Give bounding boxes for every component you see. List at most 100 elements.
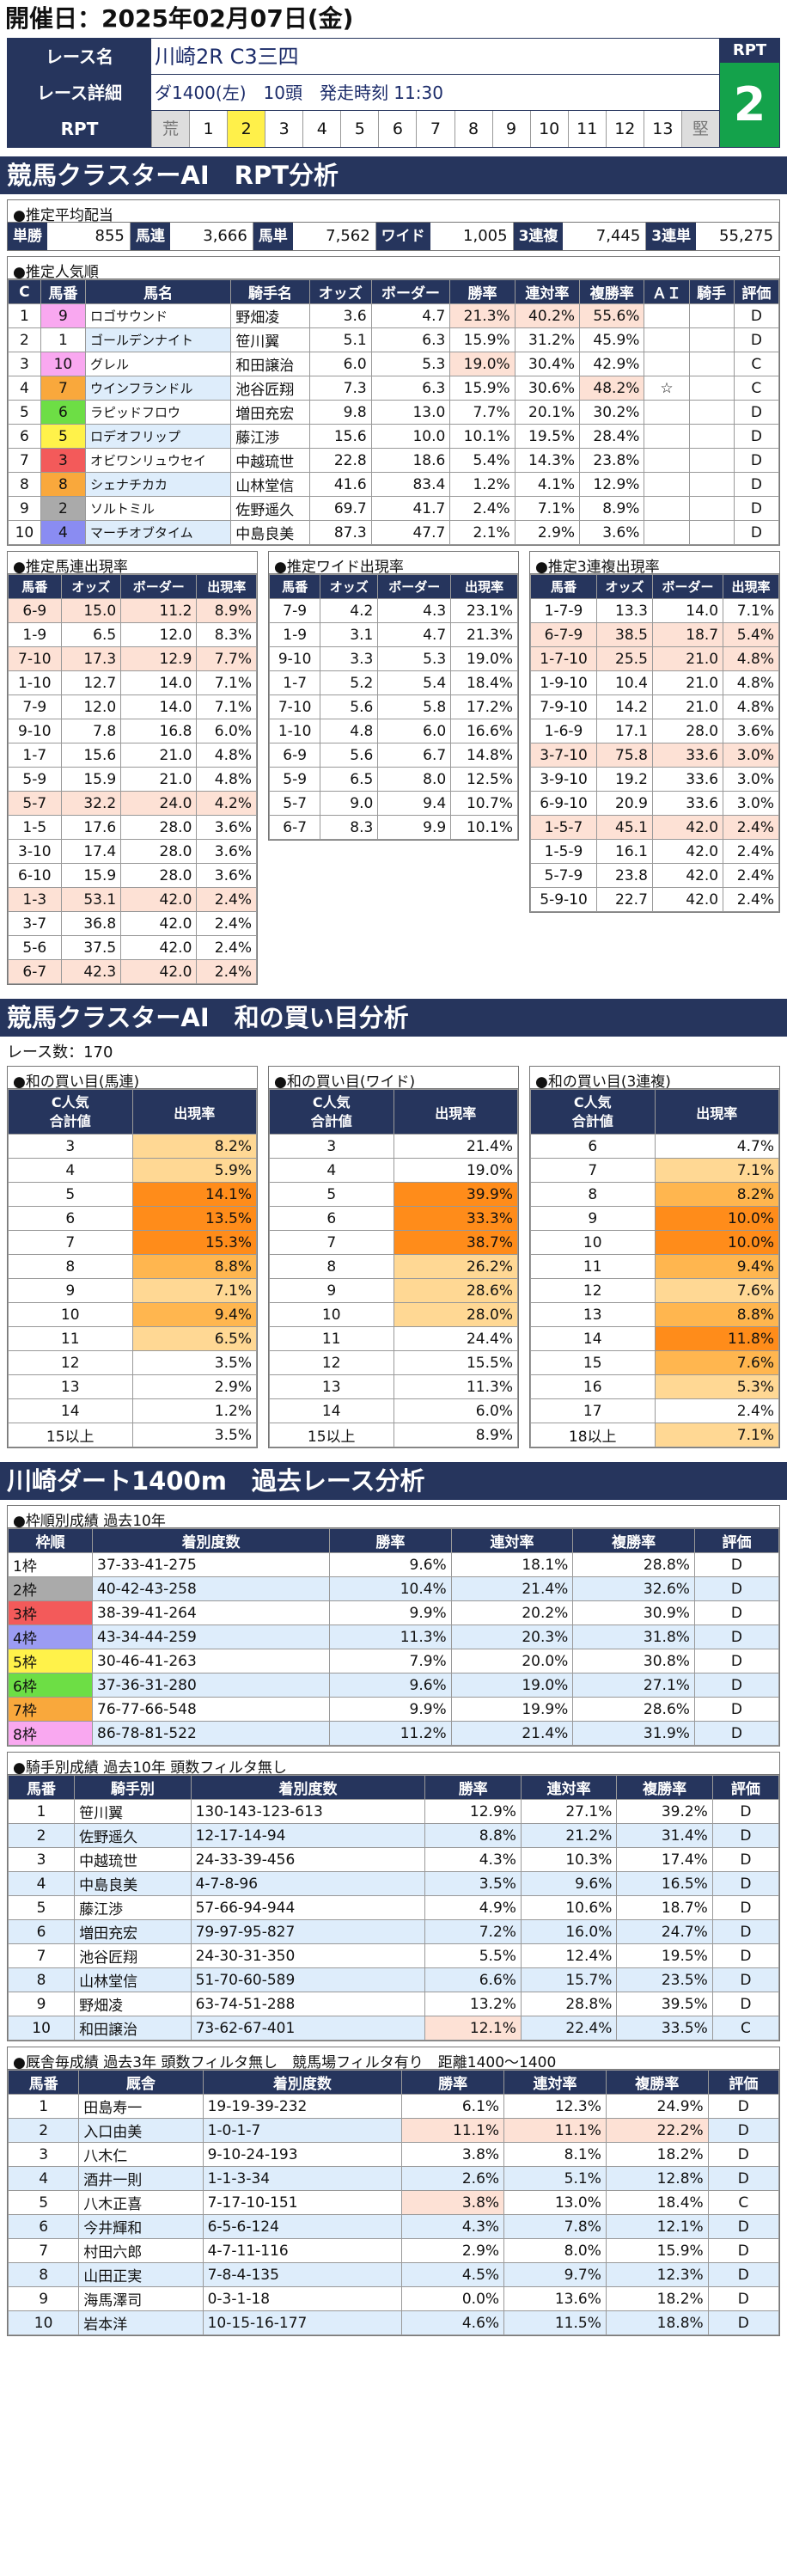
rpt-scale-label: RPT	[8, 111, 151, 147]
trainer-cell: D	[707, 2238, 780, 2263]
trainer-cell: 12.8%	[605, 2166, 709, 2191]
umaren-cell: 12.0	[120, 622, 198, 647]
waku-cell: 19.9%	[450, 1697, 574, 1722]
sanrenpuku-header: 馬番	[529, 574, 598, 599]
trainer-header: 着別度数	[202, 2070, 403, 2095]
wa-sum: 7	[269, 1230, 394, 1255]
wa-rate: 39.9%	[393, 1182, 518, 1207]
trainer-cell: 6-5-6-124	[202, 2214, 403, 2239]
popularity-header: ＡＩ	[644, 279, 690, 304]
past-section-header: 川崎ダート1400m 過去レース分析	[0, 1462, 787, 1500]
wa-row: 4 5.9%	[8, 1158, 257, 1183]
popularity-cell: グレル	[84, 352, 232, 376]
wa-sum: 6	[530, 1134, 656, 1159]
popularity-title: ●推定人気順	[8, 257, 779, 281]
sanrenpuku-title: ●推定3連複出現率	[530, 552, 779, 576]
trainer-cell: D	[707, 2166, 780, 2191]
rpt-cell: 1	[189, 111, 227, 147]
wide-cell: 23.1%	[450, 598, 518, 623]
jockey-header: 馬番	[7, 1775, 76, 1800]
trainer-cell: 2.9%	[401, 2238, 505, 2263]
wide-cell: 5.6	[320, 743, 379, 768]
popularity-cell: 15.9%	[449, 376, 516, 401]
umaren-cell: 53.1	[60, 887, 122, 912]
popularity-cell	[644, 303, 690, 328]
waku-cell: 19.0%	[450, 1673, 574, 1698]
sanrenpuku-cell: 6-9-10	[529, 791, 598, 816]
umaren-cell: 8.3%	[196, 622, 257, 647]
popularity-cell: 7.7%	[449, 400, 516, 425]
trainer-cell: D	[707, 2214, 780, 2239]
jockey-cell: 4.9%	[424, 1895, 522, 1920]
wa-rate: 10.0%	[654, 1230, 779, 1255]
waku-cell: 9.6%	[329, 1673, 452, 1698]
waku-cell: 21.4%	[450, 1721, 574, 1746]
wide-cell: 5.4	[377, 670, 452, 695]
umaren-row: 6-10 15.9 28.0 3.6%	[8, 863, 257, 888]
popularity-cell: 18.6	[370, 448, 451, 473]
jockey-cell: 2	[7, 1823, 76, 1848]
trainer-cell: 田島寿一	[78, 2094, 204, 2119]
trainer-cell: 11.1%	[401, 2118, 505, 2143]
wide-cell: 5.3	[377, 646, 452, 671]
jockey-cell: 9	[7, 1992, 76, 2016]
trainer-cell: 19-19-39-232	[202, 2094, 403, 2119]
popularity-cell: 48.2%	[579, 376, 645, 401]
wa-rate: 8.8%	[654, 1302, 779, 1327]
wa-sum: 15以上	[269, 1423, 394, 1447]
wa-sum: 15	[530, 1350, 656, 1375]
umaren-cell: 3-7	[8, 911, 62, 936]
umaren-cell: 1-10	[8, 670, 62, 695]
sanrenpuku-row: 3-9-10 19.2 33.6 3.0%	[529, 767, 779, 792]
race-name: 川崎2R C3三四	[155, 45, 299, 69]
wide-header: 馬番	[268, 574, 321, 599]
jockey-cell: 7	[7, 1943, 76, 1968]
umaren-cell: 16.8	[120, 719, 198, 743]
waku-row: 6枠 37-36-31-280 9.6% 19.0% 27.1% D	[7, 1673, 780, 1698]
umaren-row: 5-7 32.2 24.0 4.2%	[8, 791, 257, 816]
jockey-cell: 13.2%	[424, 1992, 522, 2016]
trainer-cell: D	[707, 2286, 780, 2311]
trainer-cell: 八木仁	[78, 2142, 204, 2167]
sanrenpuku-cell: 45.1	[596, 815, 653, 840]
wide-cell: 6.5	[320, 767, 379, 792]
popularity-cell	[688, 496, 735, 521]
wa-header-rate: 出現率	[654, 1089, 779, 1135]
sanrenpuku-row: 1-6-9 17.1 28.0 3.6%	[529, 719, 779, 743]
jockey-cell: 57-66-94-944	[190, 1895, 426, 1920]
popularity-cell: ☆	[644, 376, 690, 401]
wa-sum: 9	[269, 1278, 394, 1303]
jockey-row: 6 増田充宏 79-97-95-827 7.2% 16.0% 24.7% D	[7, 1919, 780, 1944]
popularity-cell: 笹川翼	[230, 327, 310, 352]
popularity-row: 4 7 ウインフランドル 池谷匠翔 7.3 6.3 15.9% 30.6% 48.2% ☆ C	[8, 376, 780, 401]
popularity-cell: 31.2%	[514, 327, 581, 352]
jockey-cell: 16.5%	[616, 1871, 713, 1896]
umaren-cell: 6-10	[8, 863, 62, 888]
wa-rate: 14.1%	[131, 1182, 257, 1207]
trainer-cell: 18.2%	[605, 2142, 709, 2167]
wa-rate: 24.4%	[393, 1326, 518, 1351]
popularity-header: 勝率	[449, 279, 516, 304]
trainer-title: ●厩舎毎成績 過去3年 頭数フィルタ無し 競馬場フィルタ有り 距離1400～14…	[8, 2047, 779, 2071]
trainer-cell: 7	[7, 2238, 80, 2263]
payout-type: ワイド	[375, 223, 430, 250]
sanrenpuku-row: 7-9-10 14.2 21.0 4.8%	[529, 694, 779, 719]
rpt-section-header: 競馬クラスターAI RPT分析	[0, 156, 787, 194]
rpt-cell: 8	[454, 111, 492, 147]
jockey-cell: 24-30-31-350	[190, 1943, 426, 1968]
popularity-cell: 8.9%	[579, 496, 645, 521]
popularity-cell	[688, 424, 735, 449]
umaren-cell: 4.8%	[196, 743, 257, 768]
popularity-cell	[688, 520, 735, 545]
wide-header: オッズ	[320, 574, 379, 599]
popularity-header: 騎手	[688, 279, 735, 304]
rpt-cell: 4	[302, 111, 340, 147]
trainer-row: 1 田島寿一 19-19-39-232 6.1% 12.3% 24.9% D	[7, 2094, 780, 2119]
sanrenpuku-cell: 14.0	[651, 598, 724, 623]
popularity-cell: 1.2%	[449, 472, 516, 497]
popularity-header: ボーダー	[370, 279, 451, 304]
sanrenpuku-row: 6-9-10 20.9 33.6 3.0%	[529, 791, 779, 816]
jockey-cell: D	[711, 1823, 780, 1848]
jockey-header: 騎手別	[74, 1775, 192, 1800]
popularity-cell: 12.9%	[579, 472, 645, 497]
